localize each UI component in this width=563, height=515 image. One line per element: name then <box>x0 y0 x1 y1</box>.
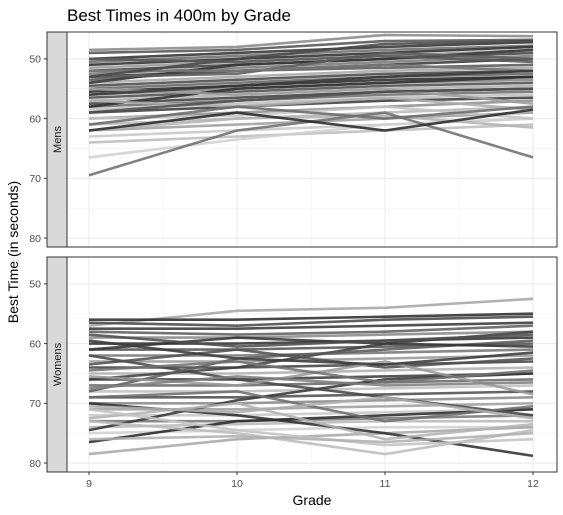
y-tick-label: 50 <box>29 279 41 291</box>
y-tick-label: 80 <box>29 233 41 245</box>
y-tick-label: 70 <box>29 398 41 410</box>
y-tick-label: 60 <box>29 113 41 125</box>
y-tick-label: 70 <box>29 173 41 185</box>
y-tick-label: 50 <box>29 54 41 66</box>
series-line <box>88 33 534 52</box>
series-line <box>89 63 534 73</box>
series-line <box>88 81 534 99</box>
series-line <box>88 395 534 420</box>
series-line <box>89 414 534 423</box>
series-line <box>89 390 534 399</box>
series-line <box>88 431 534 444</box>
series-line <box>88 105 534 126</box>
strip-mens <box>46 31 68 248</box>
series-line <box>88 66 534 85</box>
series-line <box>89 372 534 381</box>
series-line <box>88 401 534 441</box>
panel-mens-series <box>88 33 534 177</box>
series-line <box>88 324 534 336</box>
series-line <box>88 108 534 132</box>
series-line <box>88 40 534 61</box>
series-line <box>88 339 534 366</box>
series-line <box>88 45 534 67</box>
series-line <box>88 375 534 390</box>
series-line <box>88 408 534 444</box>
y-tick-label: 80 <box>29 458 41 470</box>
series-line <box>88 419 533 429</box>
x-tick-label: 10 <box>231 478 243 490</box>
series-line <box>88 408 534 447</box>
series-line <box>88 75 534 108</box>
series-line <box>88 360 534 384</box>
series-line <box>88 69 534 88</box>
series-line <box>88 38 534 55</box>
panel-womens-y-ticks: 50 60 70 80 <box>29 279 47 470</box>
y-axis-title: Best Time (in seconds) <box>5 181 21 323</box>
y-tick-label: 60 <box>29 338 41 350</box>
series-line <box>88 123 534 144</box>
series-line <box>88 354 534 417</box>
series-line <box>89 321 534 331</box>
x-tick-label: 11 <box>380 478 391 490</box>
x-tick-label: 12 <box>527 478 539 490</box>
panel-mens-y-ticks: 50 60 70 80 <box>29 54 47 245</box>
panel-mens: Mens 50 60 70 80 <box>29 31 558 248</box>
series-line <box>88 390 534 423</box>
series-line <box>88 114 534 132</box>
series-line <box>88 87 534 114</box>
series-line <box>88 72 534 90</box>
strip-womens <box>46 256 68 473</box>
series-line <box>88 315 534 328</box>
series-line <box>88 348 534 369</box>
series-line <box>88 336 534 351</box>
x-tick-label: 9 <box>86 478 92 490</box>
panel-womens-series <box>88 297 534 458</box>
series-line <box>88 69 534 96</box>
x-axis-ticks: 9 10 11 12 <box>86 472 539 490</box>
series-line <box>88 360 534 396</box>
series-line <box>88 54 534 64</box>
series-line <box>88 51 534 79</box>
series-line <box>88 39 534 79</box>
series-line <box>88 75 534 93</box>
series-line <box>89 330 534 339</box>
panel-womens: Womens 50 60 70 80 <box>29 256 558 473</box>
strip-label-womens: Womens <box>52 342 64 386</box>
series-line <box>88 96 534 111</box>
series-line <box>88 96 534 114</box>
series-line <box>89 378 534 387</box>
series-line <box>88 333 534 348</box>
strip-label-mens: Mens <box>52 126 64 153</box>
series-line <box>88 44 534 64</box>
chart-title: Best Times in 400m by Grade <box>67 6 291 25</box>
x-axis-title: Grade <box>293 492 332 508</box>
series-line <box>89 396 534 405</box>
series-line <box>89 354 534 363</box>
series-line <box>88 425 534 456</box>
series-line <box>88 87 534 105</box>
series-line <box>88 297 534 327</box>
series-line <box>89 312 534 322</box>
series-line <box>88 48 534 85</box>
